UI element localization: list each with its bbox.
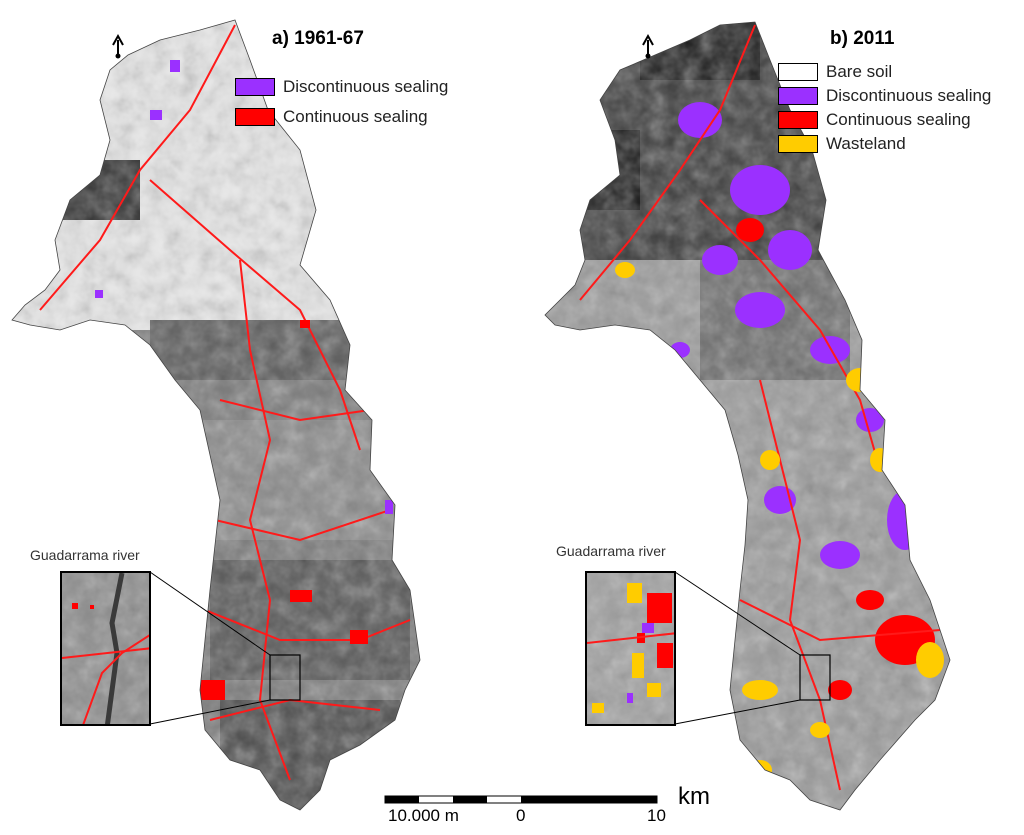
map-b-outline — [544, 21, 951, 811]
legend-a-item: Continuous sealing — [235, 107, 428, 127]
legend-label: Bare soil — [826, 62, 893, 81]
map-a-outline — [11, 19, 421, 811]
scale-unit-label: km — [678, 783, 710, 810]
legend-b-item: Wasteland — [778, 134, 906, 154]
legend-swatch — [235, 108, 275, 126]
panel-b-title: b) 2011 — [830, 28, 895, 49]
river-label-a: Guadarrama river — [30, 547, 140, 563]
legend-a-item: Discontinuous sealing — [235, 77, 448, 97]
legend-label: Continuous sealing — [283, 107, 428, 126]
scale-bar — [384, 795, 658, 804]
north-arrow-icon — [642, 33, 654, 59]
legend-swatch — [778, 87, 818, 105]
river-label-b: Guadarrama river — [556, 543, 666, 559]
scale-left-label: 10.000 m — [388, 806, 459, 825]
scale-mid-label: 0 — [516, 806, 526, 825]
legend-label: Discontinuous sealing — [283, 77, 449, 96]
inset-a — [60, 571, 151, 726]
scale-right-label: 10 — [647, 806, 666, 825]
legend-label: Continuous sealing — [826, 110, 971, 129]
zoom-box-b — [799, 654, 831, 701]
legend-swatch — [778, 135, 818, 153]
north-arrow-icon — [112, 33, 124, 59]
legend-b-item: Discontinuous sealing — [778, 86, 991, 106]
legend-b-item: Bare soil — [778, 62, 892, 82]
legend-b-item: Continuous sealing — [778, 110, 971, 130]
inset-b — [585, 571, 676, 726]
zoom-box-a — [269, 654, 301, 701]
legend-swatch — [778, 111, 818, 129]
panel-a-title: a) 1961-67 — [272, 28, 364, 49]
legend-label: Wasteland — [826, 134, 906, 153]
legend-swatch — [235, 78, 275, 96]
legend-swatch — [778, 63, 818, 81]
legend-label: Discontinuous sealing — [826, 86, 992, 105]
